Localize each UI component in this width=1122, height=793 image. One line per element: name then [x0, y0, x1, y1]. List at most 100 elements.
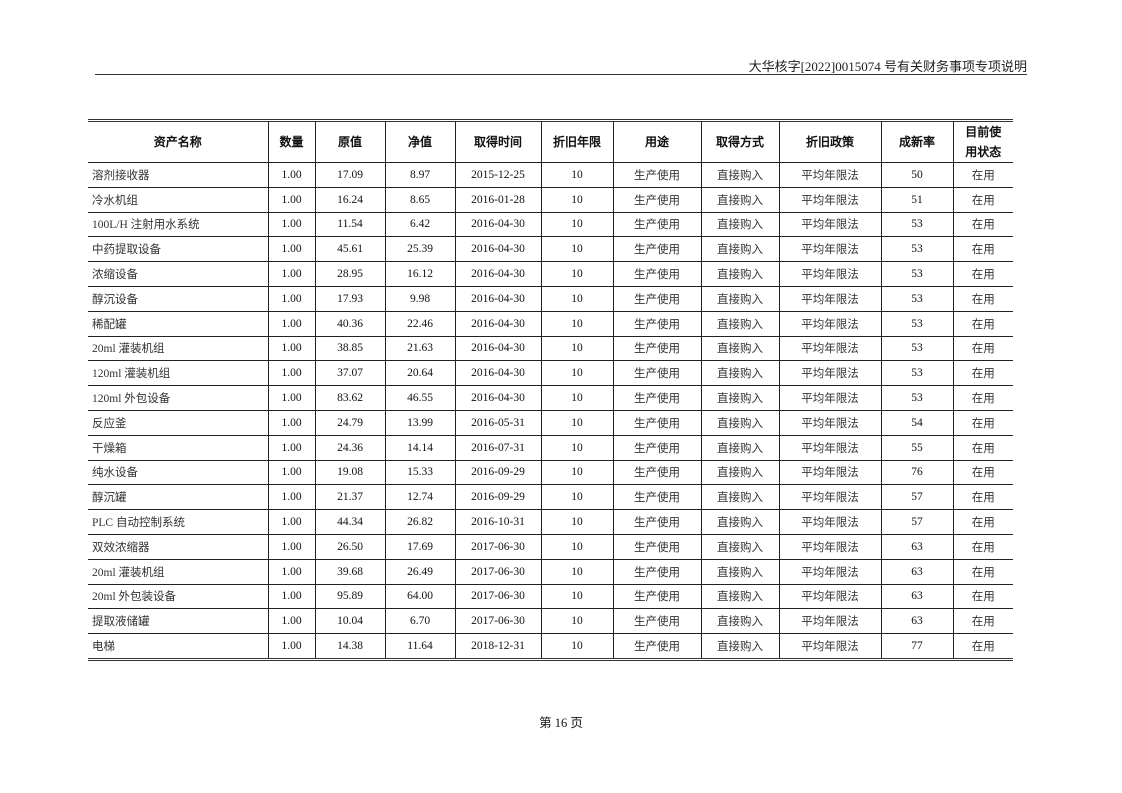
table-cell: 平均年限法	[778, 211, 882, 238]
table-cell: 在用	[952, 186, 1013, 213]
table-cell: 63	[880, 558, 954, 585]
column-header: 用途	[612, 120, 702, 163]
table-cell: 10	[540, 409, 614, 436]
column-header: 成新率	[880, 120, 954, 163]
table-cell: 生产使用	[612, 335, 702, 362]
table-cell: 10.04	[314, 608, 386, 635]
table-cell: 1.00	[267, 310, 316, 337]
table-cell: 生产使用	[612, 360, 702, 387]
table-cell: 16.12	[384, 261, 456, 287]
table-cell: 平均年限法	[778, 186, 882, 213]
table-cell: 2017-06-30	[454, 583, 542, 610]
table-cell: 2016-09-29	[454, 459, 542, 486]
table-cell: 10	[540, 583, 614, 610]
table-cell: 在用	[952, 633, 1013, 660]
table-cell: 1.00	[267, 285, 316, 312]
table-cell: 平均年限法	[778, 310, 882, 337]
header-divider	[95, 74, 1027, 75]
table-cell: 10	[540, 285, 614, 312]
table-cell: 稀配罐	[88, 310, 269, 337]
table-cell: 63	[880, 608, 954, 635]
table-row: 100L/H 注射用水系统 1.00 11.54 6.42 2016-04-30 10 生产…	[88, 211, 1013, 238]
table-cell: 44.34	[314, 509, 386, 535]
column-header: 目前使用状态	[952, 120, 1013, 163]
column-header: 折旧政策	[778, 120, 882, 163]
table-cell: 平均年限法	[778, 533, 882, 560]
table-row: 稀配罐 1.00 40.36 22.46 2016-04-30 10 生产使用 直接购入 平均年…	[88, 310, 1013, 337]
table-cell: 溶剂接收器	[88, 162, 269, 188]
table-cell: 26.50	[314, 533, 386, 560]
table-cell: 54	[880, 409, 954, 436]
table-cell: 生产使用	[612, 211, 702, 238]
table-cell: 2016-04-30	[454, 211, 542, 238]
table-row: 反应釜 1.00 24.79 13.99 2016-05-31 10 生产使用 直接购入 平均年…	[88, 409, 1013, 436]
table-cell: 1.00	[267, 459, 316, 486]
table-cell: 16.24	[314, 186, 386, 213]
table-cell: 生产使用	[612, 558, 702, 585]
table-cell: 平均年限法	[778, 360, 882, 387]
table-cell: 生产使用	[612, 409, 702, 436]
table-cell: 2017-06-30	[454, 608, 542, 635]
table-row: 20ml 灌装机组 1.00 39.68 26.49 2017-06-30 10 生产使用直…	[88, 558, 1013, 585]
table-cell: 平均年限法	[778, 261, 882, 287]
table-cell: 直接购入	[700, 633, 780, 660]
table-cell: 53	[880, 261, 954, 287]
table-cell: 9.98	[384, 285, 456, 312]
table-cell: 生产使用	[612, 509, 702, 535]
column-header: 取得时间	[454, 120, 542, 163]
table-cell: 21.63	[384, 335, 456, 362]
table-cell: 直接购入	[700, 533, 780, 560]
table-cell: 13.99	[384, 409, 456, 436]
table-cell: 在用	[952, 558, 1013, 585]
table-cell: 平均年限法	[778, 236, 882, 263]
table-cell: 生产使用	[612, 310, 702, 337]
table-cell: 2016-07-31	[454, 434, 542, 461]
table-cell: 直接购入	[700, 310, 780, 337]
table-cell: 中药提取设备	[88, 236, 269, 263]
table-cell: 2016-05-31	[454, 409, 542, 436]
table-cell: 在用	[952, 261, 1013, 287]
table-row: 醇沉设备 1.00 17.93 9.98 2016-04-30 10 生产使用 直接购入 平均年…	[88, 285, 1013, 312]
table-cell: 24.79	[314, 409, 386, 436]
table-cell: 1.00	[267, 533, 316, 560]
table-cell: 26.82	[384, 509, 456, 535]
table-cell: 1.00	[267, 409, 316, 436]
table-row: 20ml 外包装设备 1.00 95.89 64.00 2017-06-30 10 生产使用…	[88, 583, 1013, 610]
table-cell: 直接购入	[700, 335, 780, 362]
table-cell: 直接购入	[700, 285, 780, 312]
table-cell: 生产使用	[612, 583, 702, 610]
table-cell: 17.93	[314, 285, 386, 312]
table-cell: 37.07	[314, 360, 386, 387]
table-cell: 2016-09-29	[454, 484, 542, 511]
table-cell: 53	[880, 360, 954, 387]
table-cell: 14.38	[314, 633, 386, 660]
table-cell: 12.74	[384, 484, 456, 511]
table-cell: 10	[540, 360, 614, 387]
table-cell: 在用	[952, 484, 1013, 511]
asset-table: 资产名称 数量 原值 净值 取得时间 折旧年限 用途 取得方式 折旧政策 成新率 目前使用状态 溶剂…	[88, 119, 1013, 661]
table-cell: 63	[880, 533, 954, 560]
table-cell: 10	[540, 633, 614, 660]
table-cell: 2017-06-30	[454, 558, 542, 585]
table-cell: 6.42	[384, 211, 456, 238]
column-header: 净值	[384, 120, 456, 163]
table-cell: 冷水机组	[88, 186, 269, 213]
table-cell: 1.00	[267, 385, 316, 411]
table-cell: 11.64	[384, 633, 456, 660]
table-row: PLC 自动控制系统 1.00 44.34 26.82 2016-10-31 10 生产使用…	[88, 509, 1013, 535]
table-cell: 120ml 外包设备	[88, 385, 269, 411]
table-cell: 2016-10-31	[454, 509, 542, 535]
table-cell: 1.00	[267, 211, 316, 238]
table-row: 醇沉罐 1.00 21.37 12.74 2016-09-29 10 生产使用 直接购入 平均年…	[88, 484, 1013, 511]
table-cell: 直接购入	[700, 608, 780, 635]
table-cell: 1.00	[267, 633, 316, 660]
table-cell: 平均年限法	[778, 385, 882, 411]
table-cell: 生产使用	[612, 285, 702, 312]
table-cell: 51	[880, 186, 954, 213]
table-cell: 在用	[952, 211, 1013, 238]
table-cell: 1.00	[267, 434, 316, 461]
table-cell: 双效浓缩器	[88, 533, 269, 560]
table-cell: 20ml 外包装设备	[88, 583, 269, 610]
column-header: 取得方式	[700, 120, 780, 163]
table-cell: 直接购入	[700, 211, 780, 238]
